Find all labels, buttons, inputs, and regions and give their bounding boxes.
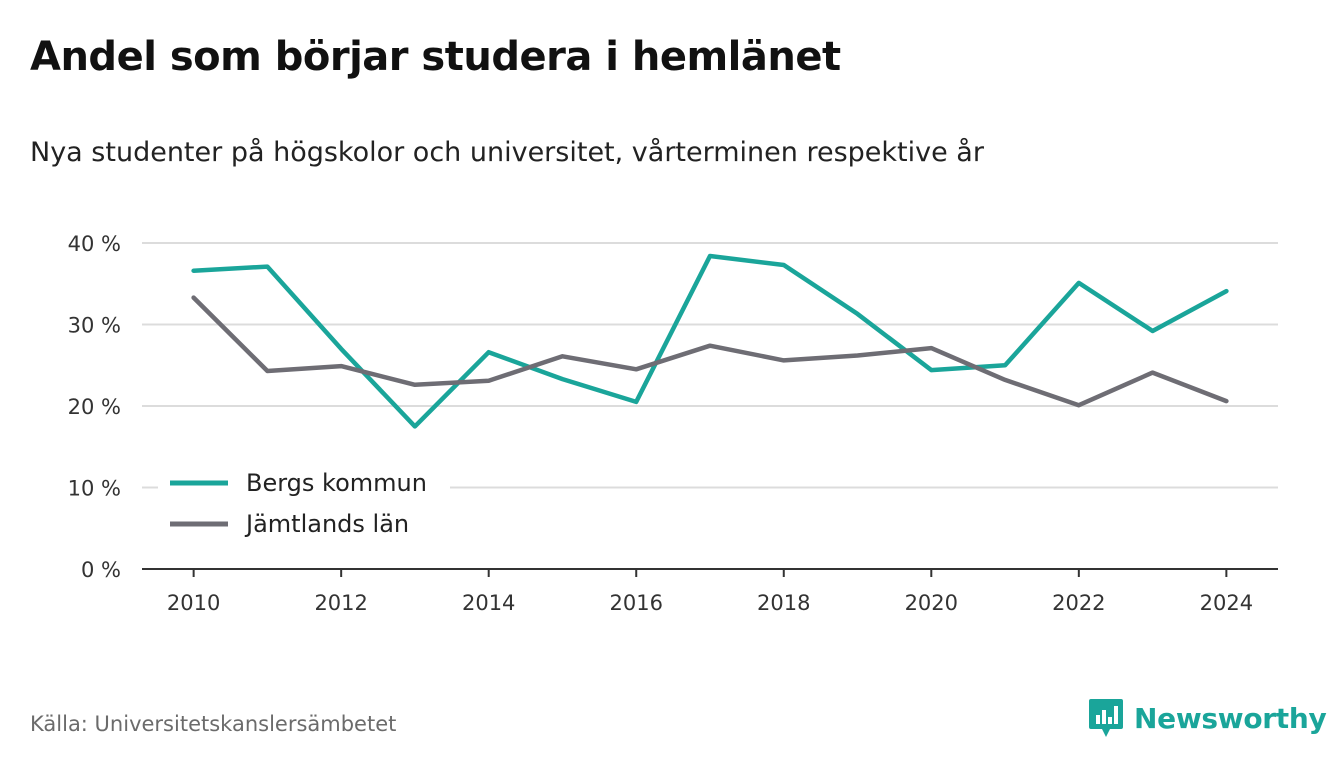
- grid-lines: [142, 242, 1278, 489]
- x-tick-label: 2010: [167, 591, 220, 615]
- x-tick-label: 2012: [314, 591, 367, 615]
- y-tick-label: 10 %: [68, 477, 121, 501]
- y-axis-ticks: 0 % 10 % 20 % 30 % 40 %: [68, 232, 121, 582]
- x-tick-label: 2022: [1052, 591, 1105, 615]
- x-axis: 2010 2012 2014 2016 2018 2020 2022 2024: [142, 568, 1278, 615]
- x-tick-label: 2020: [905, 591, 958, 615]
- series-line-bergs-kommun: [191, 253, 1229, 429]
- series-lines: [191, 253, 1229, 429]
- source-note: Källa: Universitetskanslersämbetet: [30, 712, 397, 736]
- y-tick-label: 40 %: [68, 232, 121, 256]
- series-line-jamtlands-lan: [191, 295, 1229, 408]
- y-tick-label: 0 %: [81, 558, 121, 582]
- y-tick-label: 30 %: [68, 314, 121, 338]
- legend: Bergs kommun Jämtlands län: [158, 462, 450, 550]
- y-tick-label: 20 %: [68, 395, 121, 419]
- brand-logo: Newsworthy: [1088, 697, 1327, 739]
- newsworthy-logo-icon: [1089, 699, 1123, 737]
- x-tick-label: 2016: [610, 591, 663, 615]
- brand-name: Newsworthy: [1134, 701, 1327, 735]
- x-tick-label: 2024: [1200, 591, 1253, 615]
- chart-title: Andel som börjar studera i hemlänet: [30, 34, 841, 80]
- x-tick-label: 2014: [462, 591, 515, 615]
- legend-label: Bergs kommun: [246, 469, 427, 497]
- legend-background: [158, 462, 450, 550]
- chart-subtitle: Nya studenter på högskolor och universit…: [30, 137, 984, 168]
- x-tick-label: 2018: [757, 591, 810, 615]
- line-chart: 0 % 10 % 20 % 30 % 40 % 2010 2012 2014 2016 2018…: [68, 232, 1278, 615]
- legend-label: Jämtlands län: [244, 510, 409, 538]
